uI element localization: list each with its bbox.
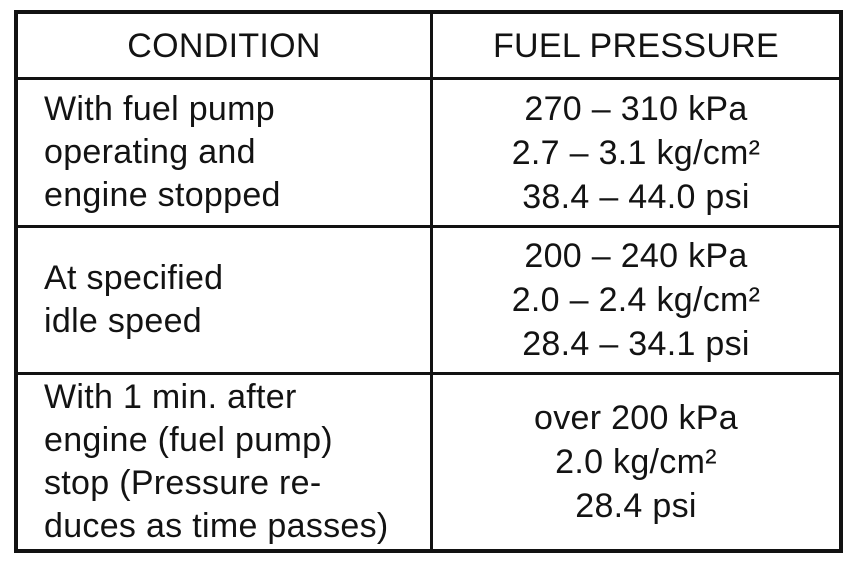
table-row-3-condition-cell: With 1 min. after engine (fuel pump) sto… [18,372,430,549]
header-fuel-pressure-label: FUEL PRESSURE [492,26,780,65]
condition-line: At specified [44,259,224,297]
condition-line: idle speed [44,302,203,340]
table-row-1-condition-cell: With fuel pump operating and engine stop… [18,77,430,225]
condition-line: operating and [44,133,256,171]
table-row-2-condition-cell: At specified idle speed [18,225,430,372]
pressure-line: 2.0 kg/cm² [555,443,717,481]
pressure-line: 28.4 psi [575,487,697,525]
pressure-line: 270 – 310 kPa [524,89,748,128]
condition-line: engine stopped [44,176,281,214]
fuel-pressure-spec-table: CONDITION FUEL PRESSURE With fuel pump o… [14,10,843,553]
pressure-line: over 200 kPa [534,399,738,437]
header-condition-label: CONDITION [127,26,321,65]
condition-line: engine (fuel pump) [44,421,333,459]
condition-line: With 1 min. after [44,378,297,416]
condition-line: duces as time passes) [44,507,389,545]
pressure-line: 2.0 – 2.4 kg/cm² [511,281,761,319]
header-cell-fuel-pressure: FUEL PRESSURE [430,14,839,77]
pressure-line: 28.4 – 34.1 psi [522,325,750,363]
pressure-line: 2.7 – 3.1 kg/cm² [511,133,761,172]
table-row-2-pressure-cell: 200 – 240 kPa 2.0 – 2.4 kg/cm² 28.4 – 34… [430,225,839,372]
header-cell-condition: CONDITION [18,14,430,77]
pressure-line: 38.4 – 44.0 psi [522,177,750,216]
condition-line: With fuel pump [44,90,275,128]
condition-line: stop (Pressure re- [44,464,322,502]
pressure-line: 200 – 240 kPa [524,237,748,275]
table-row-3-pressure-cell: over 200 kPa 2.0 kg/cm² 28.4 psi [430,372,839,549]
table-row-1-pressure-cell: 270 – 310 kPa 2.7 – 3.1 kg/cm² 38.4 – 44… [430,77,839,225]
